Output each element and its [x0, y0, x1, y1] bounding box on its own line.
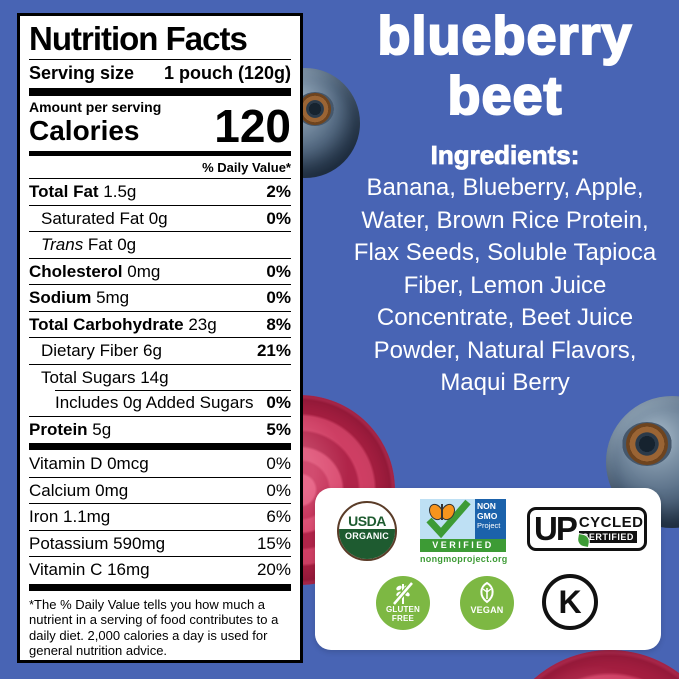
amount-per-serving-label: Amount per serving: [29, 99, 162, 115]
row-calcium: Calcium 0mg 0%: [29, 476, 291, 504]
ingredients-line: Water, Brown Rice Protein,: [361, 206, 649, 234]
serving-size-label: Serving size: [29, 63, 135, 83]
usda-label: USDA: [348, 512, 386, 529]
product-title-line2: beet: [446, 65, 563, 127]
organic-label: ORGANIC: [339, 528, 395, 559]
gluten-free-badge: GLUTEN FREE: [376, 576, 430, 630]
non-gmo-text: NON GMO Project: [475, 499, 506, 539]
row-sodium: Sodium 5mg 0%: [29, 284, 291, 311]
divider-thick: [29, 583, 291, 591]
row-protein: Protein 5g 5%: [29, 415, 291, 443]
row-saturated-fat: Saturated Fat 0g 0%: [29, 204, 291, 232]
serving-size-value: 1 pouch (120g): [163, 63, 291, 83]
ingredients-heading: Ingredients:: [430, 140, 580, 171]
ingredients-line: Maqui Berry: [440, 369, 570, 396]
upcycled-certified-badge: UP CYCLED CERTIFIED: [527, 507, 647, 551]
butterfly-checkmark-icon: [420, 499, 475, 539]
nutrition-facts-panel: Nutrition Facts Serving size 1 pouch (12…: [17, 13, 303, 663]
beet-slice-image: [495, 650, 679, 679]
divider-thick: [29, 443, 291, 450]
row-cholesterol: Cholesterol 0mg 0%: [29, 257, 291, 285]
vegan-leaf-icon: [480, 581, 494, 604]
serving-size-row: Serving size 1 pouch (120g): [29, 60, 291, 87]
usda-organic-badge: USDA ORGANIC: [337, 501, 397, 561]
ingredients-line: Fiber, Lemon Juice: [403, 271, 607, 299]
row-total-carbohydrate: Total Carbohydrate 23g 8%: [29, 310, 291, 338]
kosher-badge: K: [542, 574, 598, 630]
nutrition-facts-title: Nutrition Facts: [29, 19, 291, 60]
row-potassium: Potassium 590mg 15%: [29, 529, 291, 557]
daily-value-header: % Daily Value*: [29, 157, 291, 179]
row-iron: Iron 1.1mg 6%: [29, 503, 291, 530]
ingredients-line: Banana, Blueberry, Apple,: [366, 174, 644, 201]
row-vitamin-d: Vitamin D 0mcg 0%: [29, 454, 291, 473]
daily-value-footnote: *The % Daily Value tells you how much a …: [29, 596, 279, 659]
row-vitamin-c: Vitamin C 16mg 20%: [29, 556, 291, 583]
wheat-slash-icon: [392, 581, 414, 606]
product-title-line1: blueberry: [376, 5, 633, 67]
row-total-sugars: Total Sugars 14g: [29, 363, 291, 391]
calories-label: Calories: [29, 115, 140, 146]
row-trans-fat: Trans Fat 0g: [29, 231, 291, 258]
verified-band: VERIFIED: [420, 539, 506, 552]
ingredients-line: Flax Seeds, Soluble Tapioca: [353, 239, 657, 266]
certifications-box: USDA ORGANIC NON GMO Project: [315, 488, 661, 650]
vegan-badge: VEGAN: [460, 576, 514, 630]
row-dietary-fiber: Dietary Fiber 6g 21%: [29, 337, 291, 364]
ingredients-line: Powder, Natural Flavors,: [373, 336, 637, 364]
product-title: blueberry beet: [331, 5, 679, 127]
row-added-sugars: Includes 0g Added Sugars 0%: [29, 390, 291, 416]
calories-block: Amount per serving Calories 120: [29, 98, 291, 152]
non-gmo-project-badge: NON GMO Project VERIFIED nongmoproject.o…: [420, 499, 508, 564]
calories-value: 120: [214, 100, 291, 152]
non-gmo-url: nongmoproject.org: [420, 554, 508, 564]
blueberry-calyx-icon: [622, 422, 672, 466]
divider-thick: [29, 88, 291, 96]
row-total-fat: Total Fat 1.5g 2%: [29, 182, 291, 201]
ingredients-line: Concentrate, Beet Juice: [376, 304, 634, 331]
divider-medium: [29, 151, 291, 156]
ingredients-list: Banana, Blueberry, Apple, Water, Brown R…: [323, 172, 679, 400]
